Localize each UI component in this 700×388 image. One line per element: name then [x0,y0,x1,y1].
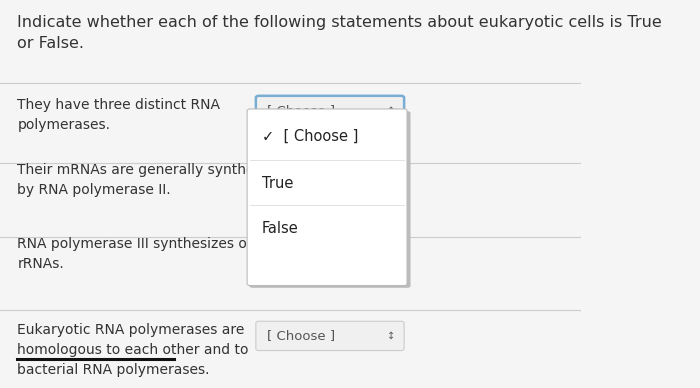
FancyBboxPatch shape [256,235,404,264]
Bar [250,160,404,207]
Bar [250,205,404,252]
Text: Their mRNAs are generally synthesized
by RNA polymerase II.: Their mRNAs are generally synthesized by… [18,163,290,197]
Text: [ Choose ]: [ Choose ] [267,329,335,342]
FancyBboxPatch shape [256,321,404,350]
Text: ↕: ↕ [386,106,395,116]
FancyBboxPatch shape [249,111,410,288]
Text: ↕: ↕ [386,331,395,341]
Text: [ Choose ]: [ Choose ] [267,170,335,183]
Text: ↕: ↕ [386,171,395,181]
Text: ↕: ↕ [386,244,395,255]
Text: ✓  [ Choose ]: ✓ [ Choose ] [262,129,358,144]
Text: Indicate whether each of the following statements about eukaryotic cells is True: Indicate whether each of the following s… [18,15,662,51]
FancyBboxPatch shape [256,161,404,191]
FancyBboxPatch shape [247,109,407,286]
Text: [ Choose ]: [ Choose ] [267,104,335,117]
Bar [250,113,404,160]
FancyBboxPatch shape [256,96,404,125]
Text: True: True [262,176,293,191]
Text: False: False [262,221,298,236]
Text: [ Choose ]: [ Choose ] [267,243,335,256]
Text: Eukaryotic RNA polymerases are
homologous to each other and to
bacterial RNA pol: Eukaryotic RNA polymerases are homologou… [18,323,249,377]
Text: RNA polymerase III synthesizes only
rRNAs.: RNA polymerase III synthesizes only rRNA… [18,237,268,271]
Text: They have three distinct RNA
polymerases.: They have three distinct RNA polymerases… [18,98,220,132]
